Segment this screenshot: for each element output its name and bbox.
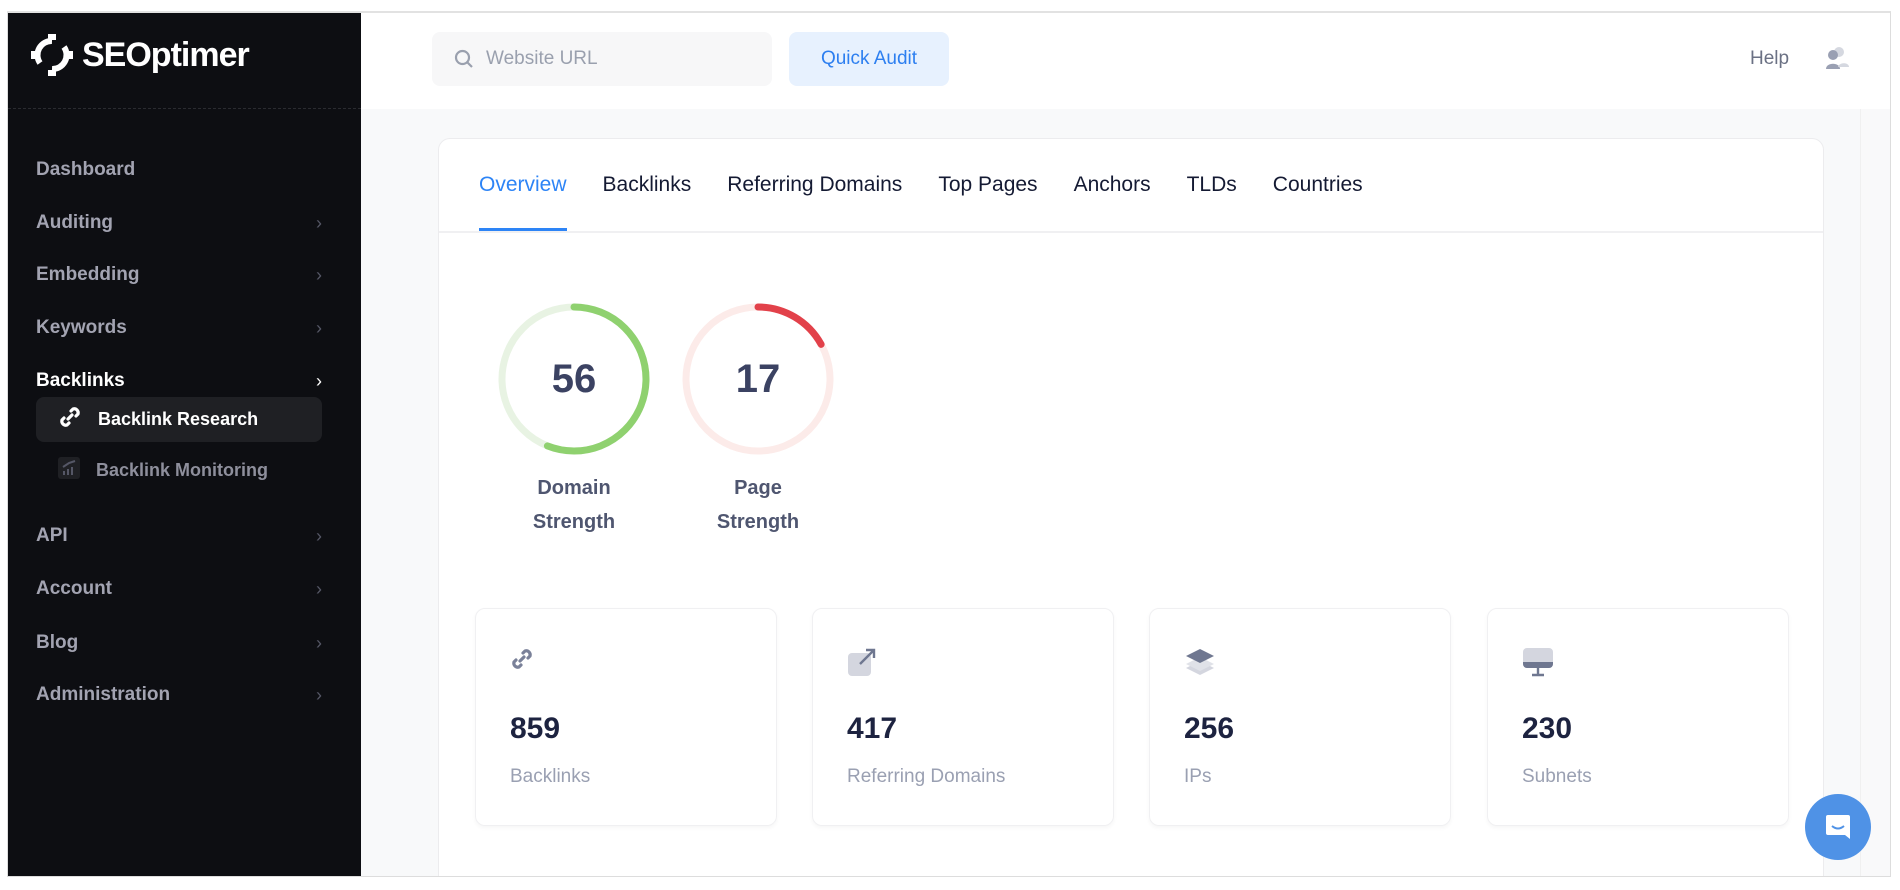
quick-audit-button[interactable]: Quick Audit [789, 32, 949, 86]
tab-bar: Overview Backlinks Referring Domains Top Pa… [479, 139, 1363, 231]
gauge-ring [498, 303, 650, 455]
stat-card-referring-domains: 417 Referring Domains [812, 608, 1114, 826]
stat-label: IPs [1184, 766, 1212, 787]
sidebar-item-label: Keywords [36, 317, 127, 338]
sidebar-item-embedding[interactable]: Embedding › [36, 264, 322, 286]
stat-label: Backlinks [510, 766, 591, 787]
scrollbar[interactable] [1860, 109, 1890, 876]
chevron-right-icon: › [316, 212, 322, 233]
tab-referring-domains[interactable]: Referring Domains [727, 173, 903, 196]
gauge-label: Domain Strength [532, 477, 616, 533]
link-icon [58, 405, 82, 434]
chat-icon [1826, 815, 1850, 839]
sidebar-item-api[interactable]: API › [36, 525, 322, 547]
chevron-right-icon: › [316, 525, 322, 546]
strength-gauge: 17 Page Strength [678, 299, 838, 533]
gauge-value: 56 [551, 356, 597, 401]
sidebar-subitem-label: Backlink Research [98, 409, 259, 429]
sidebar-subitem-label: Backlink Monitoring [96, 460, 269, 480]
search-icon [454, 49, 473, 68]
stat-value: 417 [847, 712, 898, 745]
external-link-icon [847, 647, 877, 682]
search-placeholder: Website URL [486, 48, 598, 69]
chevron-right-icon: › [316, 370, 322, 391]
chat-launcher-button[interactable] [1805, 794, 1871, 860]
sidebar-item-label: Administration [36, 684, 171, 705]
gear-logo-icon [31, 34, 73, 76]
stat-label: Referring Domains [847, 766, 1006, 787]
brand-name: SEOptimer [82, 35, 250, 74]
sidebar-subitem-backlink-monitoring[interactable]: Backlink Monitoring [36, 448, 322, 493]
sidebar-item-dashboard[interactable]: Dashboard [36, 159, 322, 181]
chevron-right-icon: › [316, 578, 322, 599]
sidebar-item-blog[interactable]: Blog › [36, 632, 322, 654]
stat-card-ips: 256 IPs [1149, 608, 1451, 826]
tab-overview[interactable]: Overview [479, 139, 567, 231]
help-link[interactable]: Help [1750, 48, 1790, 69]
stat-value: 859 [510, 712, 561, 745]
monitor-icon [1522, 647, 1554, 682]
stat-card-backlinks: 859 Backlinks [475, 608, 777, 826]
tab-anchors[interactable]: Anchors [1073, 173, 1151, 196]
app-window: SEOptimer Dashboard Auditing › Embedding › Ke… [7, 11, 1891, 877]
layers-icon [1184, 647, 1216, 682]
stat-card-subnets: 230 Subnets [1487, 608, 1789, 826]
sidebar-item-label: Backlinks [36, 370, 125, 391]
stat-value: 230 [1522, 712, 1573, 745]
sidebar-item-label: Dashboard [36, 159, 136, 180]
sidebar-item-label: Account [36, 578, 112, 599]
gauge-arc [498, 303, 650, 455]
sidebar-item-keywords[interactable]: Keywords › [36, 317, 322, 339]
chart-icon [58, 457, 80, 484]
top-header: Website URL Quick Audit Help [361, 13, 1890, 109]
sidebar-subitem-backlink-research[interactable]: Backlink Research [36, 397, 322, 442]
divider [8, 108, 361, 109]
gauge-arc [682, 303, 834, 455]
gauge-ring [682, 303, 834, 455]
chevron-right-icon: › [316, 632, 322, 653]
stat-label: Subnets [1522, 766, 1592, 787]
user-avatar-icon[interactable] [1824, 45, 1850, 71]
sidebar-item-label: API [36, 525, 68, 546]
sidebar-item-label: Auditing [36, 212, 114, 233]
sidebar-item-administration[interactable]: Administration › [36, 684, 322, 706]
logo[interactable]: SEOptimer [30, 33, 250, 77]
sidebar-item-label: Blog [36, 632, 79, 653]
tab-countries[interactable]: Countries [1272, 173, 1363, 196]
sidebar: SEOptimer Dashboard Auditing › Embedding › Ke… [8, 13, 361, 876]
overview-card: Overview Backlinks Referring Domains Top Pa… [438, 138, 1824, 876]
chevron-right-icon: › [316, 684, 322, 705]
tab-tlds[interactable]: TLDs [1186, 173, 1237, 196]
website-url-input[interactable]: Website URL [432, 32, 772, 86]
sidebar-item-backlinks[interactable]: Backlinks › [36, 370, 322, 392]
strength-gauge: 56 Domain Strength [494, 299, 654, 533]
link-icon [510, 647, 534, 676]
sidebar-item-account[interactable]: Account › [36, 578, 322, 600]
tab-top-pages[interactable]: Top Pages [938, 173, 1038, 196]
tab-backlinks[interactable]: Backlinks [602, 173, 692, 196]
sidebar-item-auditing[interactable]: Auditing › [36, 212, 322, 234]
chevron-right-icon: › [316, 264, 322, 285]
sidebar-item-label: Embedding [36, 264, 140, 285]
gauge-label: Page Strength [716, 477, 800, 533]
divider [439, 231, 1823, 233]
gauge-value: 17 [735, 356, 781, 401]
stat-value: 256 [1184, 712, 1235, 745]
chevron-right-icon: › [316, 317, 322, 338]
